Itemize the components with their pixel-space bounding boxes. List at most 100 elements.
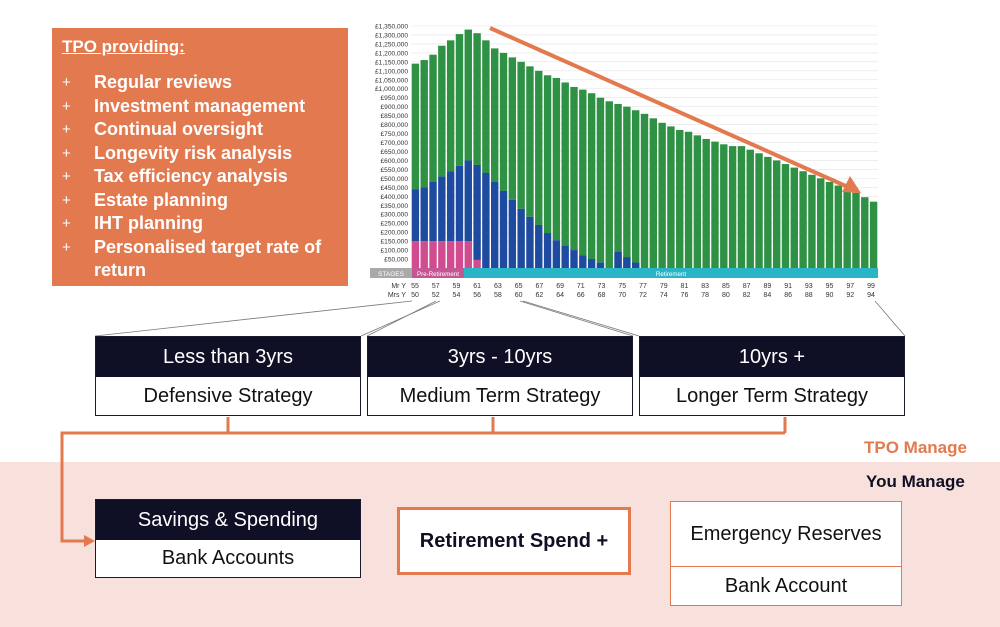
y-tick-label: £950,000 <box>380 95 408 102</box>
bar-long-term <box>455 34 464 166</box>
bar-long-term <box>508 57 517 200</box>
bar-long-term <box>464 29 472 161</box>
mr-age-label: 69 <box>556 283 564 290</box>
bar-long-term <box>676 129 684 268</box>
y-tick-label: £850,000 <box>380 113 408 120</box>
bar-long-term <box>746 149 754 268</box>
mr-age-label: 59 <box>453 283 461 290</box>
y-tick-label: £50,000 <box>384 257 408 264</box>
mrs-age-label: 78 <box>701 292 709 299</box>
bar-short-term <box>446 241 455 268</box>
tpo-service-item: + Regular reviews <box>62 71 338 95</box>
mr-age-label: 71 <box>577 283 585 290</box>
mrs-age-label: 56 <box>473 292 481 299</box>
bar-long-term <box>438 45 446 177</box>
bar-short-term <box>411 241 420 268</box>
tpo-providing-title: TPO providing: <box>62 37 185 56</box>
strategy-horizon: Less than 3yrs <box>96 337 360 377</box>
bar-medium-term <box>561 245 569 268</box>
bar-long-term <box>781 164 790 268</box>
bar-long-term <box>684 131 693 268</box>
strategy-name: Defensive Strategy <box>143 384 313 407</box>
bar-long-term <box>755 153 763 268</box>
mr-age-label: 75 <box>618 283 626 290</box>
mrs-age-label: 74 <box>660 292 668 299</box>
mrs-age-label: 54 <box>453 292 461 299</box>
bar-long-term <box>640 113 649 268</box>
y-tick-label: £1,350,000 <box>375 24 408 31</box>
bar-long-term <box>473 33 481 165</box>
bar-long-term <box>482 40 490 173</box>
strategy-horizon: 10yrs + <box>640 337 904 377</box>
longer-term-strategy-box: 10yrs + Longer Term Strategy <box>639 336 905 416</box>
mr-age-label: 83 <box>701 283 709 290</box>
stages-label: STAGES <box>378 271 405 278</box>
bar-medium-term <box>508 199 517 268</box>
bar-long-term <box>596 97 605 263</box>
bar-long-term <box>517 61 525 209</box>
tpo-service-item: + Personalised target rate of return <box>62 236 322 281</box>
mrs-age-label: 84 <box>763 292 771 299</box>
y-tick-label: £800,000 <box>380 122 408 129</box>
strategy-name: Medium Term Strategy <box>399 384 601 407</box>
bar-long-term <box>614 103 622 268</box>
bar-medium-term <box>552 240 561 268</box>
bar-long-term <box>526 66 534 217</box>
bar-long-term <box>491 48 499 182</box>
mr-age-label: 63 <box>494 283 502 290</box>
bar-medium-term <box>570 250 578 268</box>
y-tick-label: £150,000 <box>380 239 408 246</box>
strategy-name: Longer Term Strategy <box>676 384 868 407</box>
mr-age-label: 77 <box>639 283 647 290</box>
bar-long-term <box>737 146 746 268</box>
connector-line <box>519 300 634 337</box>
bar-long-term <box>728 146 737 268</box>
arrow-head-icon <box>84 535 95 547</box>
bar-long-term <box>852 192 860 268</box>
emergency-reserves-label: Emergency Reserves <box>671 502 901 567</box>
connector-line <box>874 300 906 337</box>
mrs-age-label: 80 <box>722 292 730 299</box>
mr-age-label: 87 <box>743 283 751 290</box>
mr-age-label: 85 <box>722 283 730 290</box>
you-manage-label: You Manage <box>866 472 965 491</box>
retirement-spend-box: Retirement Spend + <box>397 507 631 575</box>
y-tick-label: £200,000 <box>380 230 408 237</box>
bar-long-term <box>861 197 869 268</box>
bar-long-term <box>702 138 710 268</box>
bar-medium-term <box>420 187 428 242</box>
defensive-strategy-box: Less than 3yrs Defensive Strategy <box>95 336 361 416</box>
mr-age-label: 79 <box>660 283 668 290</box>
mr-age-label: 93 <box>805 283 813 290</box>
bar-long-term <box>667 126 675 268</box>
bar-long-term <box>446 40 455 172</box>
mrs-age-label: 94 <box>867 292 875 299</box>
bar-long-term <box>587 93 596 260</box>
stages-header <box>370 268 412 278</box>
mrs-age-label: 90 <box>826 292 834 299</box>
bar-long-term <box>808 174 816 268</box>
bar-long-term <box>535 70 543 225</box>
mrs-age-label: 58 <box>494 292 502 299</box>
mrs-age-label: 50 <box>411 292 419 299</box>
bar-long-term <box>499 52 508 191</box>
connector-line <box>366 300 437 337</box>
bar-medium-term <box>596 262 605 268</box>
mrs-age-label: 70 <box>618 292 626 299</box>
bar-long-term <box>561 82 569 246</box>
bar-long-term <box>658 122 666 268</box>
connector-line <box>94 300 413 337</box>
bank-account-label: Bank Account <box>724 574 848 597</box>
bar-long-term <box>605 101 613 269</box>
bar-long-term <box>429 54 437 182</box>
bar-medium-term <box>535 224 543 268</box>
y-tick-label: £1,200,000 <box>375 50 408 57</box>
medium-term-strategy-box: 3yrs - 10yrs Medium Term Strategy <box>367 336 633 416</box>
bar-medium-term <box>526 216 534 268</box>
y-tick-label: £1,050,000 <box>375 77 408 84</box>
bar-short-term <box>473 259 481 268</box>
plus-icon: + <box>62 238 71 256</box>
y-tick-label: £1,150,000 <box>375 59 408 66</box>
bank-accounts-label: Bank Accounts <box>161 547 295 569</box>
mr-age-label: 67 <box>535 283 543 290</box>
